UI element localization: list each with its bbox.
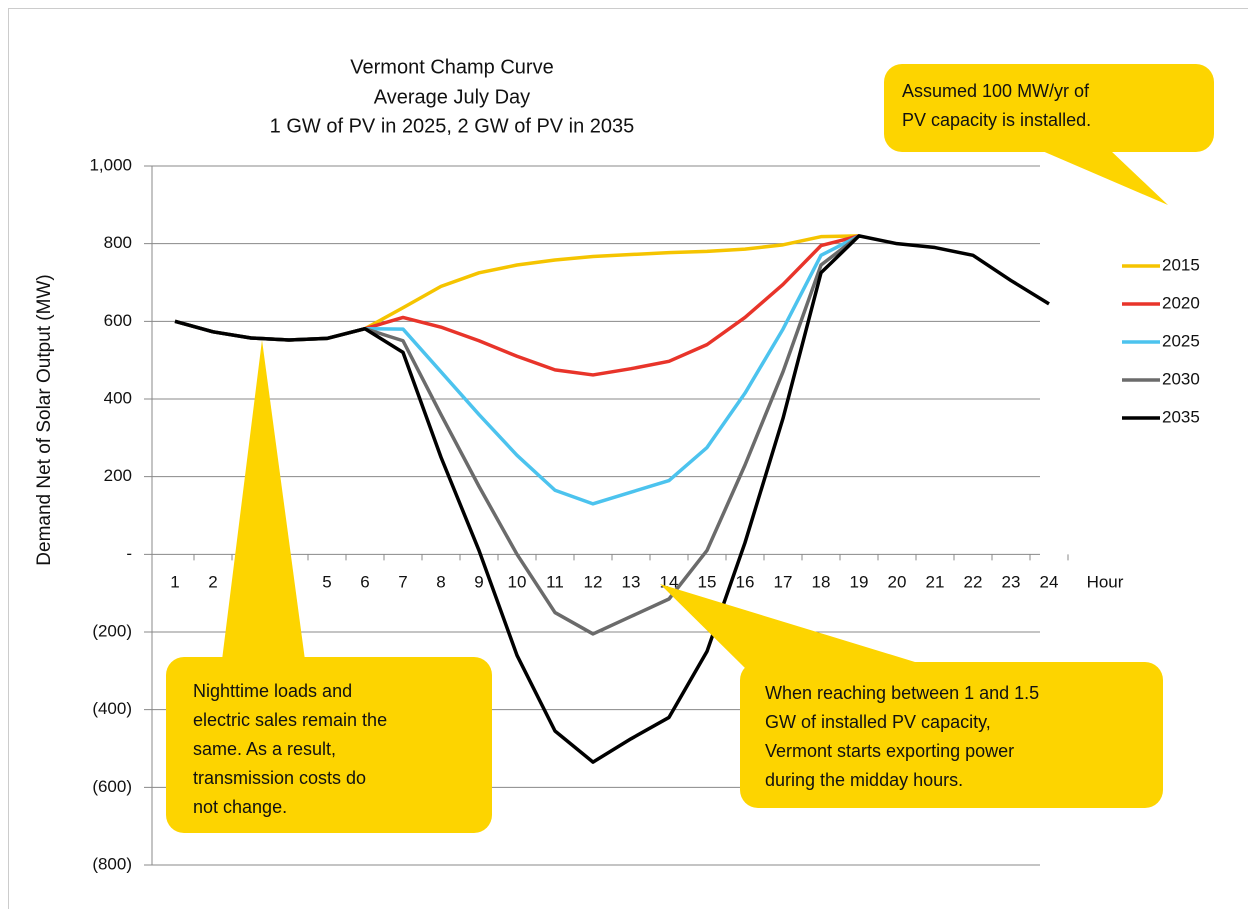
callout-pointer — [1040, 150, 1168, 205]
y-tick-label: (600) — [92, 777, 132, 796]
callout-pointer — [222, 340, 305, 660]
annotation: electric sales remain the — [193, 710, 387, 730]
y-tick-label: - — [126, 544, 132, 563]
x-tick-label: 10 — [508, 572, 527, 591]
x-tick-label: 20 — [888, 572, 907, 591]
annotation: not change. — [193, 797, 287, 817]
y-tick-label: (200) — [92, 621, 132, 640]
y-tick-label: (800) — [92, 854, 132, 873]
callout-pointer — [660, 584, 915, 668]
x-tick-label: 13 — [622, 572, 641, 591]
chart-title: Average July Day — [374, 86, 530, 108]
x-tick-label: 2 — [208, 572, 217, 591]
x-axis-label: Hour — [1087, 572, 1124, 591]
y-tick-label: 400 — [104, 388, 132, 407]
legend-label: 2015 — [1162, 255, 1200, 274]
y-tick-label: 600 — [104, 311, 132, 330]
x-tick-label: 1 — [170, 572, 179, 591]
x-tick-label: 7 — [398, 572, 407, 591]
annotation: transmission costs do — [193, 768, 366, 788]
series-line — [175, 236, 859, 375]
x-tick-label: 21 — [926, 572, 945, 591]
y-axis-label: Demand Net of Solar Output (MW) — [34, 274, 55, 565]
x-tick-label: 18 — [812, 572, 831, 591]
x-tick-label: 5 — [322, 572, 331, 591]
annotation: When reaching between 1 and 1.5 — [765, 683, 1039, 703]
chart-title: Vermont Champ Curve — [350, 56, 553, 78]
annotation: Nighttime loads and — [193, 681, 352, 701]
chart-title: 1 GW of PV in 2025, 2 GW of PV in 2035 — [270, 115, 635, 137]
legend-label: 2030 — [1162, 369, 1200, 388]
x-tick-label: 24 — [1040, 572, 1059, 591]
annotation: Assumed 100 MW/yr of — [902, 81, 1090, 101]
x-tick-label: 8 — [436, 572, 445, 591]
x-tick-label: 16 — [736, 572, 755, 591]
x-tick-label: 12 — [584, 572, 603, 591]
x-tick-label: 11 — [546, 572, 564, 591]
annotation: GW of installed PV capacity, — [765, 712, 991, 732]
x-tick-label: 23 — [1002, 572, 1021, 591]
series-line — [175, 236, 859, 340]
x-tick-label: 17 — [774, 572, 793, 591]
legend-label: 2025 — [1162, 331, 1200, 350]
x-tick-label: 19 — [850, 572, 869, 591]
x-tick-label: 9 — [474, 572, 483, 591]
x-tick-label: 22 — [964, 572, 983, 591]
annotation: during the midday hours. — [765, 770, 963, 790]
y-tick-label: 200 — [104, 466, 132, 485]
callout-box — [884, 64, 1214, 152]
legend-label: 2035 — [1162, 407, 1200, 426]
annotation: same. As a result, — [193, 739, 336, 759]
annotation: PV capacity is installed. — [902, 110, 1091, 130]
x-tick-label: 6 — [360, 572, 369, 591]
annotation: Vermont starts exporting power — [765, 741, 1014, 761]
y-tick-label: 1,000 — [89, 155, 132, 174]
legend-label: 2020 — [1162, 293, 1200, 312]
y-tick-label: (400) — [92, 699, 132, 718]
y-tick-label: 800 — [104, 233, 132, 252]
x-tick-label: 15 — [698, 572, 717, 591]
